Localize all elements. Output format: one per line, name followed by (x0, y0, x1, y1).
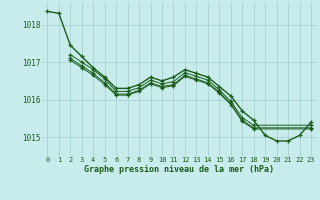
X-axis label: Graphe pression niveau de la mer (hPa): Graphe pression niveau de la mer (hPa) (84, 165, 274, 174)
